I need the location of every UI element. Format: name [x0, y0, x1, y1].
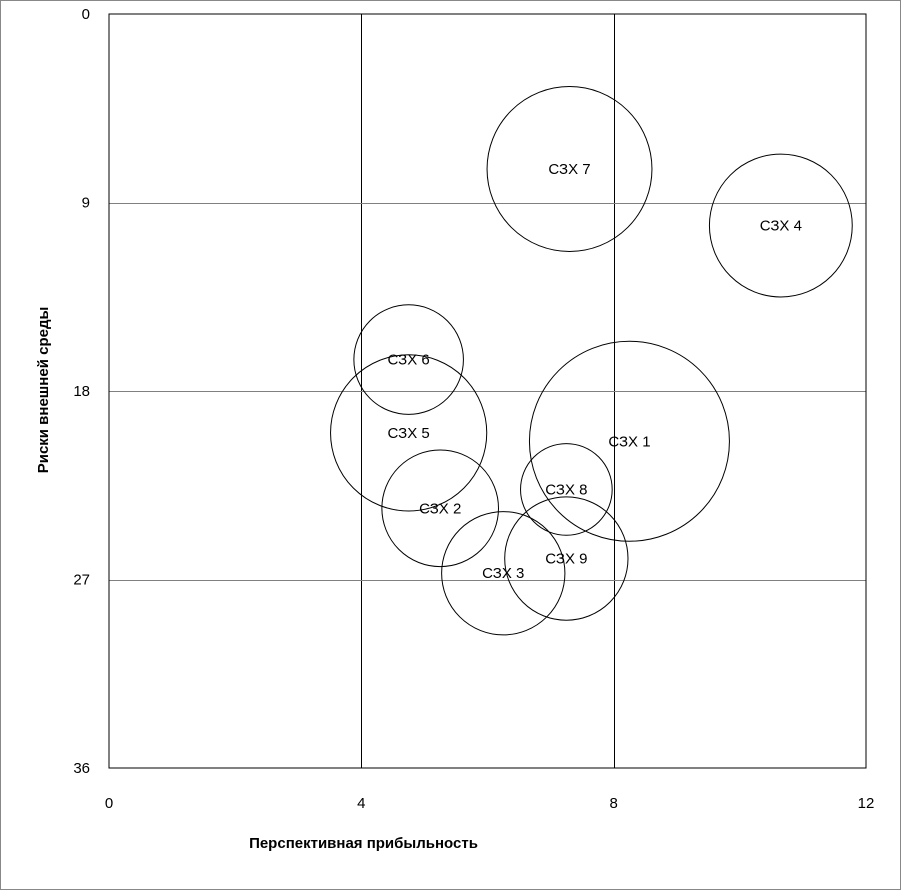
bubble-label: СЗХ 4: [760, 218, 802, 235]
bubble-circle: [353, 304, 464, 415]
bubble-label: СЗХ 9: [545, 551, 587, 568]
bubble-label: СЗХ 6: [388, 352, 430, 369]
bubble: СЗХ 3: [441, 511, 566, 636]
bubble-circle: [528, 340, 730, 542]
x-tick-label: 12: [858, 795, 875, 812]
x-axis-title: Перспективная прибыльность: [249, 835, 478, 852]
y-tick-label: 18: [73, 383, 90, 400]
bubble-label: СЗХ 1: [608, 433, 650, 450]
plot-border: [108, 13, 867, 769]
bubble: СЗХ 8: [520, 443, 613, 536]
bubble: СЗХ 2: [381, 449, 499, 568]
bubble: СЗХ 5: [330, 354, 488, 512]
bubble: СЗХ 6: [353, 304, 464, 415]
bubble-label: СЗХ 2: [419, 500, 461, 517]
bubble-label: СЗХ 5: [388, 425, 430, 442]
x-tick-label: 0: [105, 795, 113, 812]
bubble-label: СЗХ 7: [548, 161, 590, 178]
bubble: СЗХ 7: [486, 86, 653, 252]
bubble-circle: [504, 496, 629, 621]
bubble: СЗХ 1: [528, 340, 730, 542]
x-tick-label: 4: [357, 795, 365, 812]
y-axis-title: Риски внешней среды: [35, 307, 52, 474]
y-tick-label: 0: [82, 6, 90, 23]
y-axis-ticks: 0 9 18 27 36: [73, 6, 90, 777]
bubble-label: СЗХ 3: [482, 565, 524, 582]
bubbles: СЗХ 1 СЗХ 2 СЗХ 3 СЗХ 4 СЗХ 5 СЗХ 6 СЗХ 7 СЗХ 8…: [330, 86, 853, 636]
bubble: СЗХ 4: [708, 153, 853, 298]
y-tick-label: 27: [73, 572, 90, 589]
x-tick-label: 8: [609, 795, 617, 812]
bubble-circle: [708, 153, 853, 298]
bubble-label: СЗХ 8: [545, 481, 587, 498]
bubble-circle: [486, 86, 653, 252]
x-axis-ticks: 0 4 8 12: [105, 795, 875, 812]
y-tick-label: 9: [82, 195, 90, 212]
bubble: СЗХ 9: [504, 496, 629, 621]
bubble-circle: [520, 443, 613, 536]
bubble-circle: [381, 449, 499, 568]
y-tick-label: 36: [73, 760, 90, 777]
bubble-circle: [441, 511, 566, 636]
bubble-circle: [330, 354, 488, 512]
grid-lines: [109, 14, 866, 768]
